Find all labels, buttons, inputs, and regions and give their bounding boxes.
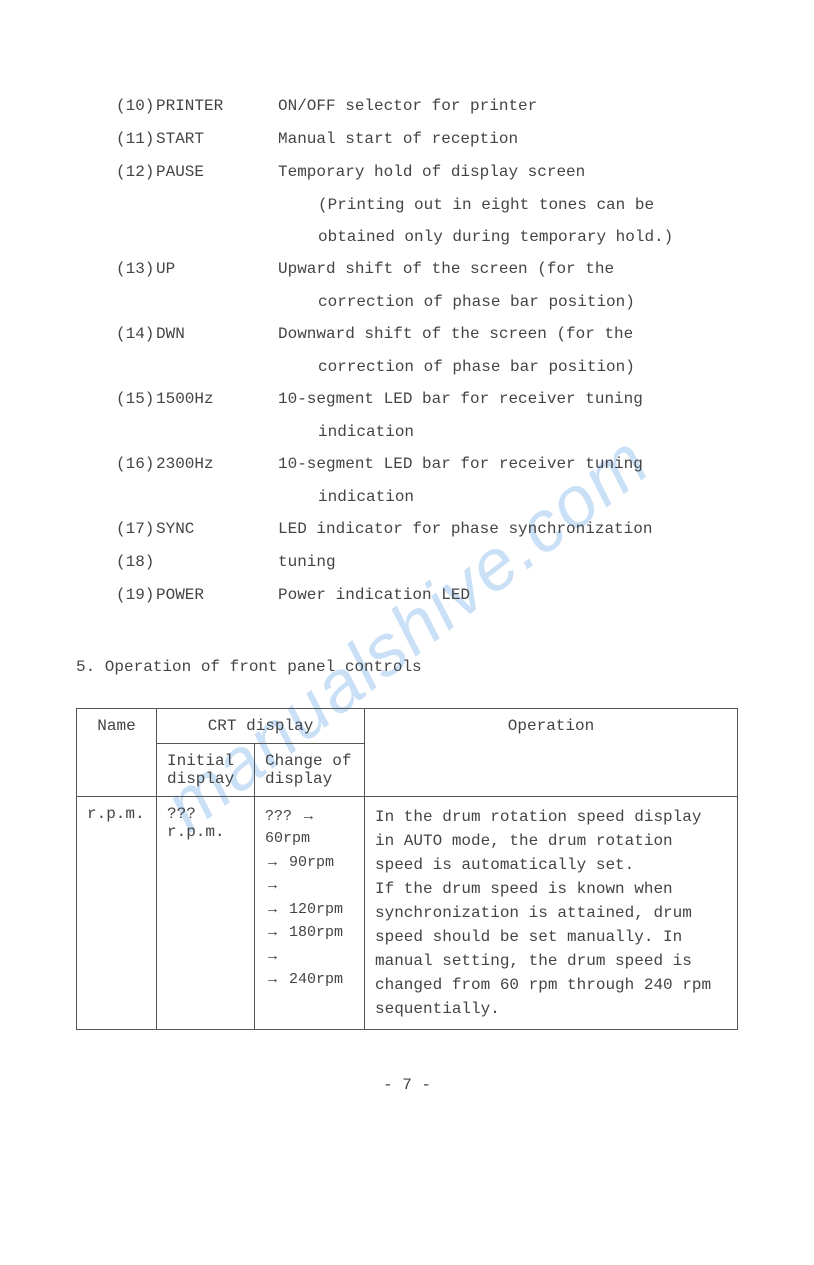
- header-operation: Operation: [365, 708, 738, 796]
- change-line: → 120rpm: [265, 898, 354, 922]
- item-description: Downward shift of the screen (for the: [266, 318, 738, 350]
- cell-operation: In the drum rotation speed display in AU…: [365, 796, 738, 1029]
- item-description: 10-segment LED bar for receiver tuning: [266, 448, 738, 480]
- item-row: (12)PAUSETemporary hold of display scree…: [76, 156, 738, 188]
- definition-list: (10)PRINTERON/OFF selector for printer(1…: [76, 90, 738, 611]
- item-description: LED indicator for phase synchronization: [266, 513, 738, 545]
- header-initial: Initial display: [157, 743, 255, 796]
- page-content: (10)PRINTERON/OFF selector for printer(1…: [76, 90, 738, 1094]
- section-title: 5. Operation of front panel controls: [76, 653, 738, 682]
- item-description: Upward shift of the screen (for the: [266, 253, 738, 285]
- header-change: Change of display: [255, 743, 365, 796]
- item-number: (16): [76, 448, 136, 480]
- item-label: UP: [136, 253, 266, 285]
- item-number: (11): [76, 123, 136, 155]
- item-label: START: [136, 123, 266, 155]
- item-label: 1500Hz: [136, 383, 266, 415]
- item-row: (19)POWERPower indication LED: [76, 579, 738, 611]
- item-number: (12): [76, 156, 136, 188]
- cell-initial: ???r.p.m.: [157, 796, 255, 1029]
- item-label: POWER: [136, 579, 266, 611]
- item-row: (16)2300Hz10-segment LED bar for receive…: [76, 448, 738, 480]
- change-line: → 90rpm →: [265, 851, 354, 898]
- operation-paragraph: In the drum rotation speed display in AU…: [375, 805, 727, 877]
- item-row: (11)STARTManual start of reception: [76, 123, 738, 155]
- item-label: [136, 546, 266, 578]
- item-description: Power indication LED: [266, 579, 738, 611]
- item-description: Manual start of reception: [266, 123, 738, 155]
- controls-table: Name CRT display Operation Initial displ…: [76, 708, 738, 1030]
- item-number: (18): [76, 546, 136, 578]
- item-label: 2300Hz: [136, 448, 266, 480]
- item-description-continuation: obtained only during temporary hold.): [76, 221, 738, 253]
- item-description: Temporary hold of display screen: [266, 156, 738, 188]
- item-description-continuation: indication: [76, 416, 738, 448]
- change-line: → 180rpm →: [265, 921, 354, 968]
- change-line: ??? → 60rpm: [265, 805, 354, 851]
- item-description: tuning: [266, 546, 738, 578]
- item-row: (13)UPUpward shift of the screen (for th…: [76, 253, 738, 285]
- item-description-continuation: correction of phase bar position): [76, 351, 738, 383]
- item-description: 10-segment LED bar for receiver tuning: [266, 383, 738, 415]
- item-number: (19): [76, 579, 136, 611]
- cell-change: ??? → 60rpm→ 90rpm →→ 120rpm→ 180rpm →→ …: [255, 796, 365, 1029]
- cell-name: r.p.m.: [77, 796, 157, 1029]
- item-number: (13): [76, 253, 136, 285]
- operation-paragraph: If the drum speed is known when synchron…: [375, 877, 727, 1021]
- item-row: (10)PRINTERON/OFF selector for printer: [76, 90, 738, 122]
- header-name: Name: [77, 708, 157, 796]
- item-row: (18) tuning: [76, 546, 738, 578]
- item-number: (17): [76, 513, 136, 545]
- change-line: → 240rpm: [265, 968, 354, 992]
- item-description: ON/OFF selector for printer: [266, 90, 738, 122]
- header-crt: CRT display: [157, 708, 365, 743]
- item-description-continuation: correction of phase bar position): [76, 286, 738, 318]
- item-row: (15)1500Hz10-segment LED bar for receive…: [76, 383, 738, 415]
- item-number: (15): [76, 383, 136, 415]
- item-label: PRINTER: [136, 90, 266, 122]
- item-row: (17)SYNCLED indicator for phase synchron…: [76, 513, 738, 545]
- item-number: (10): [76, 90, 136, 122]
- item-description-continuation: (Printing out in eight tones can be: [76, 189, 738, 221]
- item-label: PAUSE: [136, 156, 266, 188]
- item-description-continuation: indication: [76, 481, 738, 513]
- item-number: (14): [76, 318, 136, 350]
- item-label: DWN: [136, 318, 266, 350]
- item-row: (14)DWNDownward shift of the screen (for…: [76, 318, 738, 350]
- item-label: SYNC: [136, 513, 266, 545]
- page-number: - 7 -: [76, 1076, 738, 1094]
